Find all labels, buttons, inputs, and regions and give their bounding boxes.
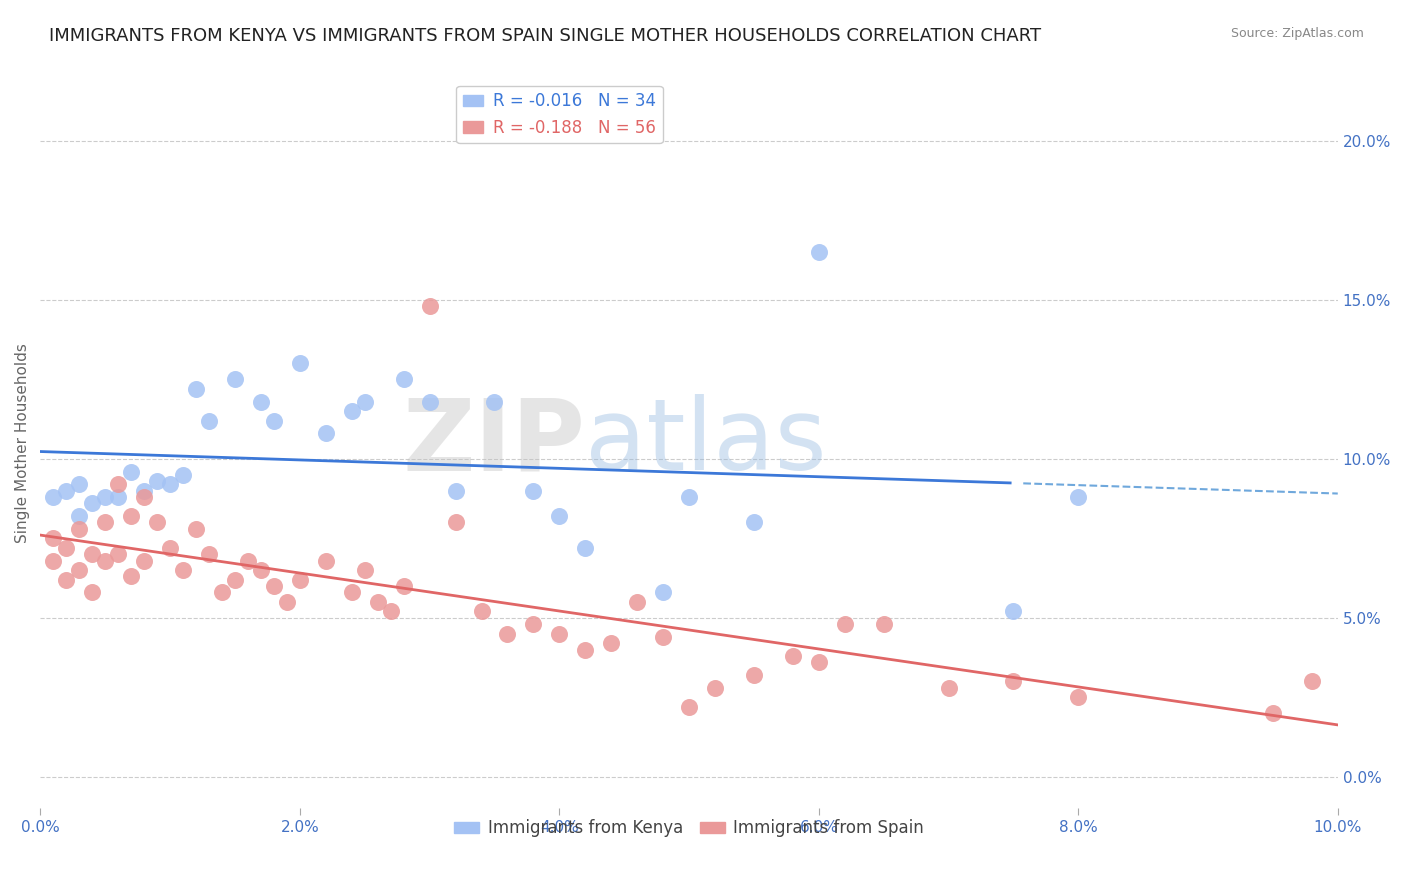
- Point: [704, 681, 727, 695]
- Point: [1002, 604, 1025, 618]
- Point: [198, 547, 221, 561]
- Point: [107, 490, 129, 504]
- Point: [82, 547, 104, 561]
- Text: IMMIGRANTS FROM KENYA VS IMMIGRANTS FROM SPAIN SINGLE MOTHER HOUSEHOLDS CORRELAT: IMMIGRANTS FROM KENYA VS IMMIGRANTS FROM…: [49, 27, 1042, 45]
- Point: [263, 414, 285, 428]
- Point: [120, 509, 142, 524]
- Point: [250, 394, 273, 409]
- Point: [484, 394, 506, 409]
- Point: [873, 617, 896, 632]
- Point: [807, 655, 830, 669]
- Point: [340, 585, 363, 599]
- Point: [55, 573, 77, 587]
- Point: [522, 483, 544, 498]
- Point: [120, 569, 142, 583]
- Point: [626, 595, 648, 609]
- Point: [184, 382, 207, 396]
- Point: [548, 626, 571, 640]
- Point: [444, 516, 467, 530]
- Point: [367, 595, 389, 609]
- Point: [224, 372, 246, 386]
- Point: [55, 483, 77, 498]
- Point: [67, 522, 90, 536]
- Point: [353, 563, 375, 577]
- Point: [652, 630, 675, 644]
- Point: [159, 477, 181, 491]
- Point: [184, 522, 207, 536]
- Point: [276, 595, 298, 609]
- Point: [380, 604, 402, 618]
- Point: [67, 477, 90, 491]
- Point: [120, 465, 142, 479]
- Point: [94, 490, 117, 504]
- Point: [42, 490, 65, 504]
- Point: [678, 699, 700, 714]
- Point: [263, 579, 285, 593]
- Point: [678, 490, 700, 504]
- Point: [42, 553, 65, 567]
- Point: [1067, 690, 1090, 705]
- Y-axis label: Single Mother Households: Single Mother Households: [15, 343, 30, 543]
- Text: atlas: atlas: [585, 394, 827, 491]
- Point: [42, 531, 65, 545]
- Point: [742, 516, 765, 530]
- Point: [496, 626, 519, 640]
- Point: [159, 541, 181, 555]
- Point: [652, 585, 675, 599]
- Point: [250, 563, 273, 577]
- Point: [807, 245, 830, 260]
- Point: [419, 299, 441, 313]
- Text: ZIP: ZIP: [402, 394, 585, 491]
- Point: [834, 617, 856, 632]
- Point: [224, 573, 246, 587]
- Point: [146, 474, 169, 488]
- Point: [392, 372, 415, 386]
- Point: [172, 563, 194, 577]
- Point: [134, 483, 156, 498]
- Point: [82, 585, 104, 599]
- Point: [67, 563, 90, 577]
- Point: [1261, 706, 1284, 720]
- Point: [315, 426, 337, 441]
- Point: [134, 490, 156, 504]
- Point: [198, 414, 221, 428]
- Point: [82, 496, 104, 510]
- Point: [107, 547, 129, 561]
- Point: [315, 553, 337, 567]
- Point: [172, 467, 194, 482]
- Point: [94, 553, 117, 567]
- Point: [340, 404, 363, 418]
- Point: [548, 509, 571, 524]
- Point: [444, 483, 467, 498]
- Point: [600, 636, 623, 650]
- Point: [742, 668, 765, 682]
- Point: [211, 585, 233, 599]
- Point: [938, 681, 960, 695]
- Point: [392, 579, 415, 593]
- Point: [1067, 490, 1090, 504]
- Point: [67, 509, 90, 524]
- Point: [94, 516, 117, 530]
- Point: [782, 648, 804, 663]
- Text: Source: ZipAtlas.com: Source: ZipAtlas.com: [1230, 27, 1364, 40]
- Point: [107, 477, 129, 491]
- Point: [146, 516, 169, 530]
- Point: [134, 553, 156, 567]
- Point: [236, 553, 259, 567]
- Point: [1301, 674, 1323, 689]
- Point: [419, 394, 441, 409]
- Point: [574, 541, 596, 555]
- Point: [1002, 674, 1025, 689]
- Point: [288, 356, 311, 370]
- Point: [470, 604, 492, 618]
- Point: [55, 541, 77, 555]
- Point: [353, 394, 375, 409]
- Point: [574, 642, 596, 657]
- Point: [522, 617, 544, 632]
- Point: [288, 573, 311, 587]
- Legend: Immigrants from Kenya, Immigrants from Spain: Immigrants from Kenya, Immigrants from S…: [447, 813, 931, 844]
